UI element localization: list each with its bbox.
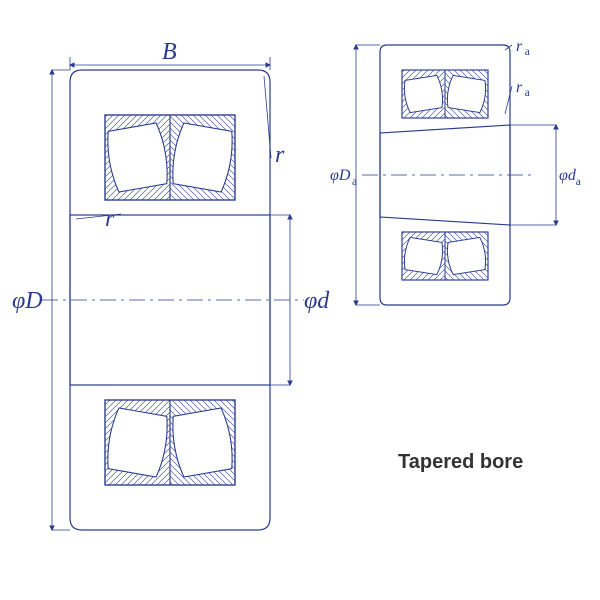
- svg-text:a: a: [576, 176, 581, 188]
- svg-text:r: r: [516, 38, 523, 55]
- svg-text:r: r: [516, 79, 523, 96]
- svg-text:a: a: [525, 87, 530, 99]
- svg-text:φD: φD: [330, 167, 351, 184]
- svg-text:B: B: [162, 39, 177, 65]
- svg-text:φD: φD: [12, 288, 43, 314]
- svg-text:r: r: [275, 142, 285, 168]
- svg-text:r: r: [105, 206, 115, 232]
- svg-text:φd: φd: [304, 288, 330, 314]
- svg-text:a: a: [352, 176, 357, 188]
- svg-text:Tapered bore: Tapered bore: [398, 451, 523, 473]
- svg-text:a: a: [525, 46, 530, 58]
- svg-text:φd: φd: [559, 167, 577, 184]
